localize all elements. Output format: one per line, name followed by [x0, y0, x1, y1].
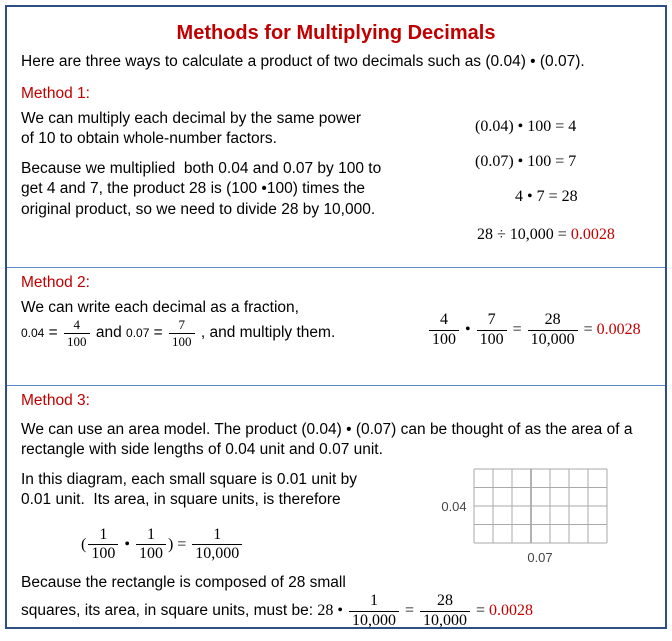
svg-text:0.04: 0.04 — [441, 499, 466, 514]
svg-text:0.07: 0.07 — [527, 550, 552, 565]
